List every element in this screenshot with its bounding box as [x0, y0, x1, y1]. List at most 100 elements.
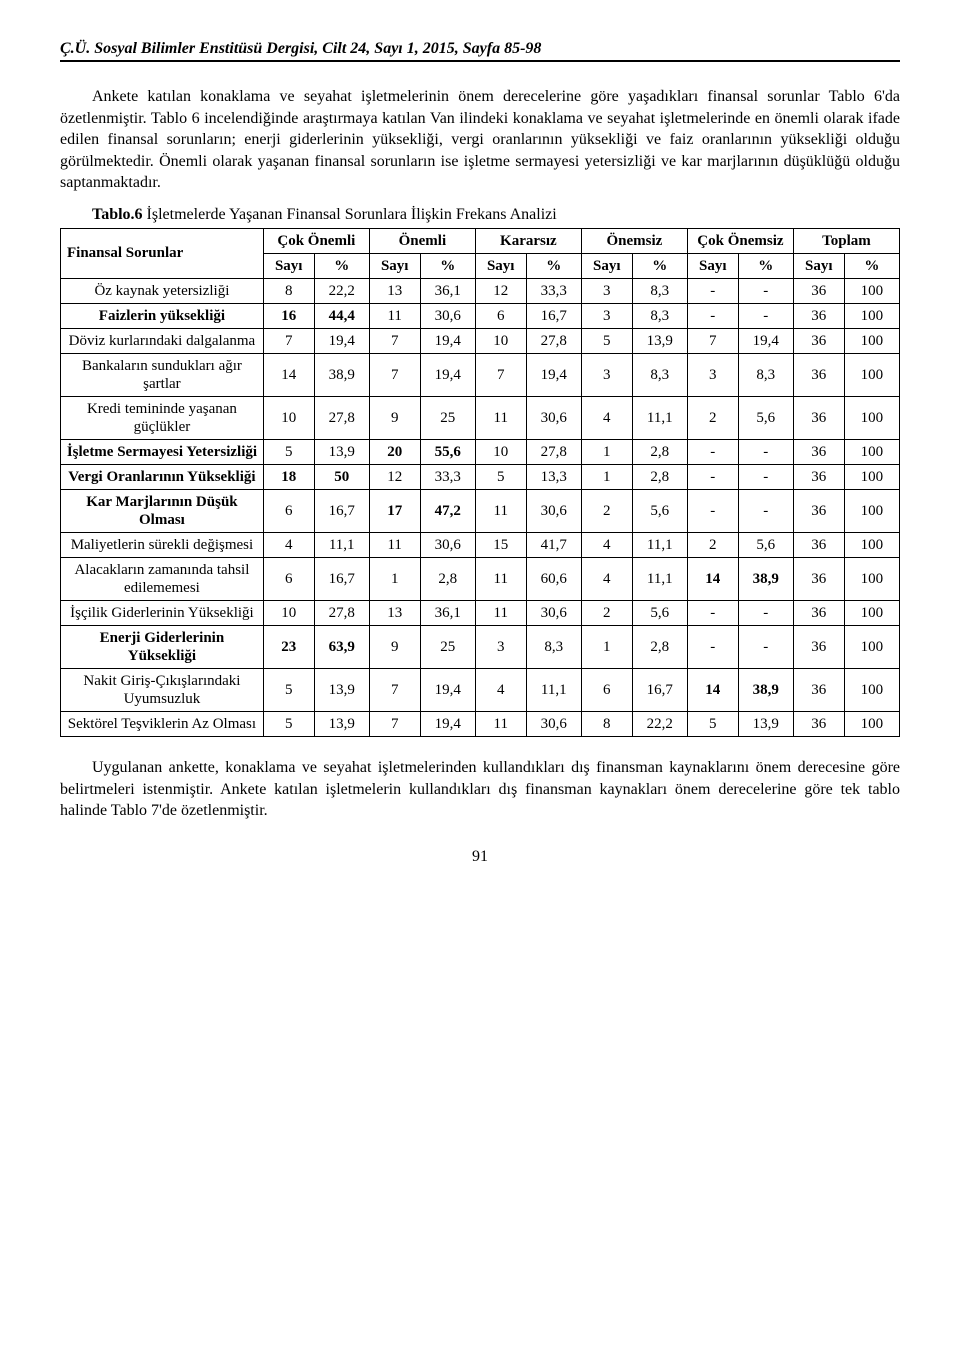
cell: 30,6	[526, 711, 581, 736]
cell: 16	[263, 303, 314, 328]
cell: 16,7	[314, 557, 369, 600]
cell: 100	[844, 303, 899, 328]
table-row: İşletme Sermayesi Yetersizliği513,92055,…	[61, 439, 900, 464]
cell: 100	[844, 668, 899, 711]
cell: 63,9	[314, 625, 369, 668]
cell: 100	[844, 532, 899, 557]
cell: -	[738, 489, 793, 532]
cell: 2	[687, 532, 738, 557]
cell: 12	[475, 278, 526, 303]
cell: 36,1	[420, 600, 475, 625]
cell: 14	[687, 557, 738, 600]
sub-header: Sayı	[369, 253, 420, 278]
cell: 13,9	[738, 711, 793, 736]
cell: 6	[475, 303, 526, 328]
cell: 33,3	[420, 464, 475, 489]
cell: 5	[475, 464, 526, 489]
cell: 11	[475, 557, 526, 600]
cell: 19,4	[314, 328, 369, 353]
cell: 1	[369, 557, 420, 600]
sub-header: %	[526, 253, 581, 278]
table-row: Sektörel Teşviklerin Az Olması513,9719,4…	[61, 711, 900, 736]
cell: 5	[263, 668, 314, 711]
cell: 36	[793, 464, 844, 489]
cell: 8,3	[632, 353, 687, 396]
cell: 14	[687, 668, 738, 711]
cell: 55,6	[420, 439, 475, 464]
cell: 2,8	[420, 557, 475, 600]
row-label: Alacakların zamanında tahsil edilememesi	[61, 557, 264, 600]
cell: 11	[475, 489, 526, 532]
cell: 100	[844, 711, 899, 736]
cell: 36	[793, 600, 844, 625]
caption-bold: Tablo.6	[92, 206, 143, 223]
cell: 13,9	[314, 668, 369, 711]
cell: 13,3	[526, 464, 581, 489]
table-row: Kar Marjlarının Düşük Olması616,71747,21…	[61, 489, 900, 532]
cell: 6	[581, 668, 632, 711]
cell: 7	[369, 711, 420, 736]
cell: 8,3	[526, 625, 581, 668]
cell: 2	[687, 396, 738, 439]
cell: 17	[369, 489, 420, 532]
cell: 10	[263, 600, 314, 625]
row-label: Enerji Giderlerinin Yüksekliği	[61, 625, 264, 668]
cell: 36	[793, 711, 844, 736]
cell: 41,7	[526, 532, 581, 557]
cell: 11	[475, 711, 526, 736]
cell: 16,7	[526, 303, 581, 328]
cell: 27,8	[314, 396, 369, 439]
cell: 5,6	[738, 396, 793, 439]
cell: -	[738, 600, 793, 625]
row-label: Kredi temininde yaşanan güçlükler	[61, 396, 264, 439]
cell: 4	[263, 532, 314, 557]
cell: -	[687, 464, 738, 489]
cell: 60,6	[526, 557, 581, 600]
cell: 5	[687, 711, 738, 736]
cell: 100	[844, 396, 899, 439]
cell: 33,3	[526, 278, 581, 303]
row-label: İşletme Sermayesi Yetersizliği	[61, 439, 264, 464]
row-label: Nakit Giriş-Çıkışlarındaki Uyumsuzluk	[61, 668, 264, 711]
cell: 36	[793, 278, 844, 303]
cell: 7	[369, 328, 420, 353]
cell: 11	[369, 303, 420, 328]
cell: 100	[844, 353, 899, 396]
table-row: Alacakların zamanında tahsil edilememesi…	[61, 557, 900, 600]
cell: 4	[581, 396, 632, 439]
cell: 5,6	[738, 532, 793, 557]
cell: 3	[475, 625, 526, 668]
cell: 8	[263, 278, 314, 303]
cell: -	[738, 303, 793, 328]
cell: 11,1	[632, 532, 687, 557]
table-row: İşçilik Giderlerinin Yüksekliği1027,8133…	[61, 600, 900, 625]
cell: 3	[687, 353, 738, 396]
cell: 25	[420, 396, 475, 439]
cell: 7	[263, 328, 314, 353]
table-row: Maliyetlerin sürekli değişmesi411,11130,…	[61, 532, 900, 557]
cell: 30,6	[526, 600, 581, 625]
cell: 2,8	[632, 439, 687, 464]
cell: 100	[844, 489, 899, 532]
cell: 100	[844, 625, 899, 668]
row-label: Maliyetlerin sürekli değişmesi	[61, 532, 264, 557]
cell: 2	[581, 489, 632, 532]
cell: 7	[369, 668, 420, 711]
cell: 44,4	[314, 303, 369, 328]
cell: 47,2	[420, 489, 475, 532]
cell: 38,9	[314, 353, 369, 396]
cell: 9	[369, 625, 420, 668]
row-label: Faizlerin yüksekliği	[61, 303, 264, 328]
sub-header: %	[738, 253, 793, 278]
cell: 8	[581, 711, 632, 736]
cell: 16,7	[314, 489, 369, 532]
table-row: Döviz kurlarındaki dalgalanma719,4719,41…	[61, 328, 900, 353]
cell: 10	[263, 396, 314, 439]
sub-header: Sayı	[793, 253, 844, 278]
group-header: Toplam	[793, 228, 899, 253]
cell: 2,8	[632, 625, 687, 668]
cell: 7	[687, 328, 738, 353]
cell: 13	[369, 600, 420, 625]
table-row: Nakit Giriş-Çıkışlarındaki Uyumsuzluk513…	[61, 668, 900, 711]
row-label: Kar Marjlarının Düşük Olması	[61, 489, 264, 532]
